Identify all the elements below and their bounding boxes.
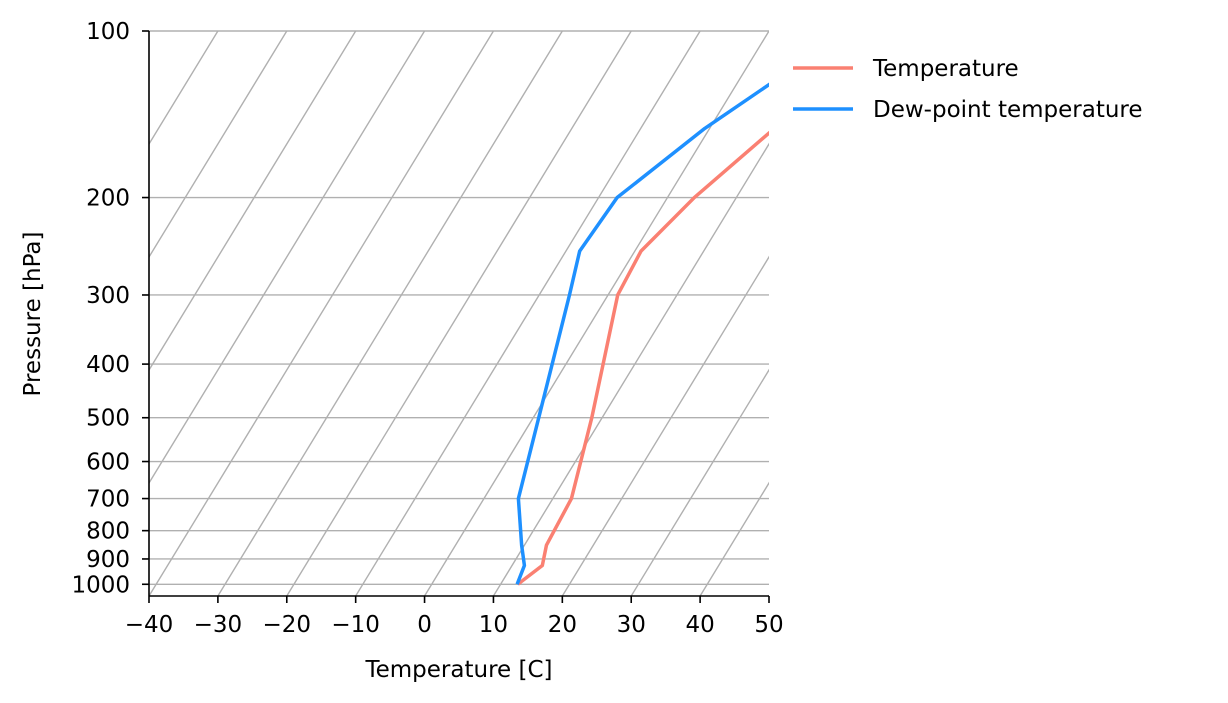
x-tick-label: 20	[548, 612, 577, 638]
y-tick-label: 500	[86, 406, 130, 432]
isotherm-line	[423, 31, 769, 596]
legend: Temperature Dew-point temperature	[793, 56, 1143, 123]
x-tick-label: −40	[125, 612, 174, 638]
x-tick-label: 40	[685, 612, 714, 638]
y-tick-label: 300	[86, 283, 130, 309]
isotherm-line	[149, 31, 357, 372]
isotherm-line	[149, 31, 288, 259]
y-tick-label: 700	[86, 487, 130, 513]
isotherm-line	[149, 31, 495, 596]
y-tick-label: 600	[86, 450, 130, 476]
isotherm-line	[217, 31, 563, 596]
isotherm-line	[355, 31, 701, 596]
y-tick-label: 200	[86, 186, 130, 212]
y-tick-label: 100	[86, 19, 130, 45]
axes	[148, 31, 769, 597]
x-axis-title: Temperature [C]	[364, 657, 552, 683]
y-tick-label: 800	[86, 519, 130, 545]
dewpoint-line	[515, 82, 769, 585]
y-axis-title: Pressure [hPa]	[20, 232, 46, 397]
x-tick-label: 10	[479, 612, 508, 638]
isotherm-line	[561, 255, 769, 596]
x-tick-label: 50	[754, 612, 783, 638]
isotherm-line	[149, 31, 426, 485]
isotherm-line	[630, 368, 769, 596]
x-ticks: −40 −30 −20 −10 0 10 20 30 40 50	[125, 596, 784, 638]
y-tick-label: 400	[86, 352, 130, 378]
isotherm-line	[699, 481, 769, 596]
legend-label-dewpoint: Dew-point temperature	[873, 97, 1143, 123]
pressure-gridlines	[149, 30, 769, 585]
x-tick-label: −30	[194, 612, 243, 638]
temperature-line	[516, 130, 769, 586]
skewed-isotherms	[149, 31, 769, 596]
isotherm-line	[149, 31, 219, 146]
y-tick-label: 1000	[71, 572, 130, 598]
x-tick-label: 30	[617, 612, 646, 638]
x-tick-label: −20	[263, 612, 312, 638]
legend-label-temperature: Temperature	[872, 56, 1019, 82]
series-lines	[515, 82, 769, 586]
x-tick-label: 0	[417, 612, 432, 638]
isotherm-line	[286, 31, 632, 596]
isotherm-line	[492, 142, 769, 596]
y-tick-label: 900	[86, 547, 130, 573]
x-tick-label: −10	[331, 612, 380, 638]
